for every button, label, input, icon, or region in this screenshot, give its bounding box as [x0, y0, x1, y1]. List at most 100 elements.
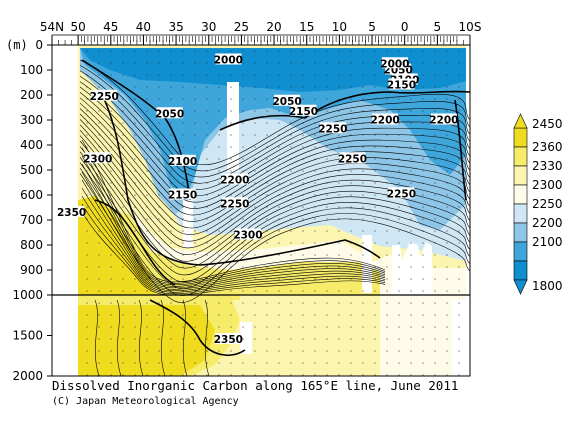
lat-tick-label: 50 — [70, 20, 85, 34]
contour-label: 2200 — [370, 115, 399, 127]
contour-label: 2350 — [57, 207, 86, 219]
contour-label: 2250 — [90, 91, 119, 103]
major-contour-2150 — [219, 90, 470, 131]
contour-label-bg — [274, 94, 301, 106]
contour-label: 2200 — [220, 175, 249, 187]
colorbar-segment — [513, 203, 528, 224]
colorbar-label: 2450 — [532, 117, 563, 131]
figure-caption: Dissolved Inorganic Carbon along 165°E l… — [52, 378, 459, 393]
colorbar-segment — [513, 260, 528, 281]
lat-tick-label: 30 — [201, 20, 216, 34]
depth-tick-label: 700 — [20, 213, 43, 227]
contour-label: 2250 — [318, 123, 347, 135]
contour-label-bg — [430, 113, 457, 125]
colorbar-segment — [513, 165, 528, 186]
major-contour-right — [454, 99, 467, 201]
depth-tick-label: 900 — [20, 263, 43, 277]
contour-label: 2300 — [83, 153, 112, 165]
contour-line — [79, 167, 470, 296]
lat-tick-label: 20 — [266, 20, 281, 34]
colorbar-label: 2100 — [532, 235, 563, 249]
contour-line — [204, 299, 210, 376]
colorbar-segment — [513, 184, 528, 205]
colorbar-top-arrow — [513, 113, 528, 129]
contour-line — [79, 97, 470, 209]
contour-line — [182, 299, 188, 376]
contour-line — [79, 86, 470, 197]
figure-credit: (C) Japan Meteorological Agency — [52, 396, 239, 407]
depth-tick-label: 0 — [35, 38, 43, 52]
lat-tick-label: 10S — [459, 20, 482, 34]
contour-label-bg — [215, 333, 242, 345]
lat-tick-label: 5 — [434, 20, 442, 34]
contour-line — [79, 129, 470, 249]
contour-line — [116, 299, 122, 376]
contour-label-bg — [156, 107, 183, 119]
contour-label-bg — [290, 104, 317, 116]
contour-label: 2150 — [289, 106, 318, 118]
depth-tick-label: 600 — [20, 188, 43, 202]
contour-line — [79, 151, 470, 276]
contour-label: 2150 — [168, 190, 197, 202]
colorbar-label: 2200 — [532, 216, 563, 230]
depth-tick-label: 800 — [20, 238, 43, 252]
lat-tick-label: 54N — [40, 20, 64, 34]
lat-tick-label: 35 — [168, 20, 183, 34]
contour-label-bg — [372, 113, 399, 125]
contour-label-bg — [221, 197, 248, 209]
contour-line — [79, 92, 470, 203]
contour-line — [79, 81, 470, 190]
contour-line — [79, 124, 470, 242]
contour-label-bg — [169, 188, 196, 200]
colorbar-label: 2330 — [532, 159, 563, 173]
contour-line — [79, 157, 470, 283]
contour-line — [81, 147, 386, 284]
contour-label: 2250 — [338, 153, 367, 165]
depth-tick-label: 100 — [20, 63, 43, 77]
contour-label-bg — [388, 78, 415, 90]
contour-line — [94, 299, 100, 376]
contour-label: 2000 — [214, 55, 243, 67]
colorbar-label: 2250 — [532, 197, 563, 211]
contour-label: 2200 — [429, 115, 458, 127]
depth-axis: 0 100 200 300 400 500 600 700 800 900 1000 1500 2000 — [12, 38, 52, 383]
major-contour-2350-deep — [149, 299, 246, 356]
contour-line — [81, 195, 386, 293]
contour-line — [79, 146, 470, 269]
contour-line — [81, 139, 386, 283]
contour-line — [81, 163, 386, 287]
major-contour-2350 — [94, 199, 176, 286]
contour-label: 2250 — [387, 188, 416, 200]
contour-label-bg — [169, 154, 196, 166]
contour-line — [81, 179, 386, 290]
contour-line — [81, 211, 386, 296]
colorbar-label: 1800 — [532, 279, 563, 293]
contour-label: 2250 — [220, 198, 249, 210]
depth-tick-label: 2000 — [12, 369, 43, 383]
contour-label-bg — [381, 57, 408, 69]
colorbar-label: 2300 — [532, 178, 563, 192]
contour-line — [79, 59, 470, 166]
depth-tick-label: 200 — [20, 88, 43, 102]
depth-tick-label: 400 — [20, 138, 43, 152]
lat-tick-label: 5 — [368, 20, 376, 34]
depth-tick-label: 1000 — [12, 288, 43, 302]
contour-line — [79, 108, 470, 222]
lat-tick-label: 25 — [234, 20, 249, 34]
major-contour-2300 — [99, 89, 381, 266]
contour-label: 2150 — [387, 80, 416, 92]
contour-line — [79, 162, 470, 289]
section-field — [52, 45, 470, 376]
contour-line — [79, 102, 470, 216]
colorbar-segment — [513, 127, 528, 148]
contour-line — [79, 119, 470, 235]
contour-label-bg — [84, 152, 111, 164]
contour-label: 2300 — [233, 230, 262, 242]
contour-value-labels: 2000205020002100215022502050205021502200… — [57, 53, 458, 346]
contour-label-bg — [388, 187, 415, 199]
lat-tick-label: 0 — [401, 20, 409, 34]
contour-label: 2100 — [168, 156, 197, 168]
contour-label-bg — [319, 122, 346, 134]
depth-tick-label: 300 — [20, 113, 43, 127]
